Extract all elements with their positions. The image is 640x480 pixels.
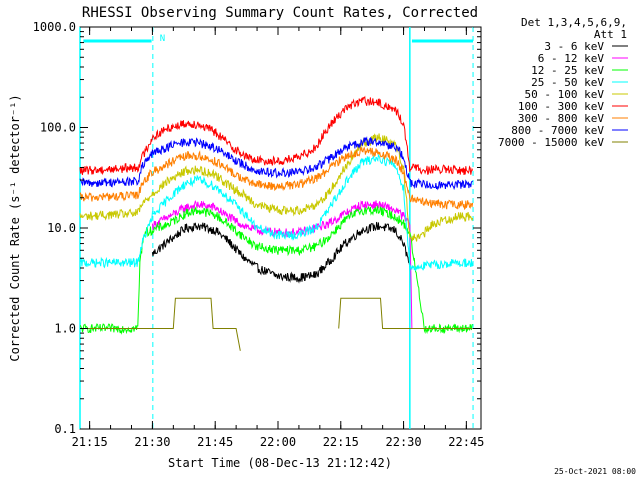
legend-label: 50 - 100 keV	[525, 88, 605, 101]
time-markers: N	[79, 27, 474, 429]
y-tick-label: 100.0	[40, 121, 76, 135]
series-layer	[79, 95, 474, 351]
series-3-6-kev	[151, 221, 411, 284]
x-axis: 21:15 21:30 21:45 22:00 22:15 22:30 22:45	[72, 27, 484, 449]
series-line	[79, 146, 474, 211]
y-tick-label: 10.0	[47, 221, 76, 235]
series-line	[151, 221, 411, 284]
legend-header-line-1: Det 1,3,4,5,6,9,	[521, 16, 627, 29]
series-line	[79, 205, 473, 335]
annotation-label: N	[160, 34, 165, 44]
series-12-25-kev	[79, 205, 473, 335]
series-line	[79, 153, 474, 272]
legend-header-line-2: Att 1	[594, 28, 627, 41]
x-tick-label: 22:15	[323, 435, 359, 449]
legend-label: 6 - 12 keV	[538, 52, 605, 65]
series-50-100-kev	[79, 133, 474, 242]
plot-frame	[79, 26, 482, 430]
chart-title: RHESSI Observing Summary Count Rates, Co…	[82, 5, 478, 21]
series-25-50-kev	[79, 153, 474, 272]
x-tick-label: 21:15	[72, 435, 108, 449]
y-axis: 0.1 1.0 10.0 100.0 1000.0	[33, 20, 481, 436]
x-axis-label: Start Time (08-Dec-13 21:12:42)	[168, 456, 392, 470]
series-100-300-kev	[79, 95, 474, 176]
series-line	[79, 95, 474, 176]
y-tick-label: 1.0	[54, 322, 76, 336]
x-tick-label: 22:45	[448, 435, 484, 449]
y-tick-label: 0.1	[54, 422, 76, 436]
footer-timestamp: 25-Oct-2021 08:00	[554, 467, 636, 476]
legend-label: 300 - 800 keV	[518, 112, 604, 125]
series-line	[151, 199, 413, 330]
legend-label: 12 - 25 keV	[531, 64, 604, 77]
series-800-7000-kev	[79, 136, 473, 191]
series-300-800-kev	[79, 146, 474, 211]
series-line	[338, 297, 473, 329]
series-line	[79, 133, 474, 242]
legend-label: 7000 - 15000 keV	[498, 136, 604, 149]
y-axis-label: Corrected Count Rate (s⁻¹ detector⁻¹)	[8, 94, 22, 361]
x-tick-label: 22:30	[386, 435, 422, 449]
x-tick-label: 21:45	[197, 435, 233, 449]
series-line	[80, 297, 241, 351]
x-tick-label: 22:00	[260, 435, 296, 449]
y-tick-label: 1000.0	[33, 20, 76, 34]
legend-label: 3 - 6 keV	[544, 40, 604, 53]
series-6-12-kev	[151, 199, 413, 330]
legend-label: 25 - 50 keV	[531, 76, 604, 89]
x-tick-label: 21:30	[134, 435, 170, 449]
legend-label: 800 - 7000 keV	[511, 124, 604, 137]
series-7000-15000-kev	[80, 297, 473, 351]
series-line	[79, 136, 473, 191]
legend-label: 100 - 300 keV	[518, 100, 604, 113]
